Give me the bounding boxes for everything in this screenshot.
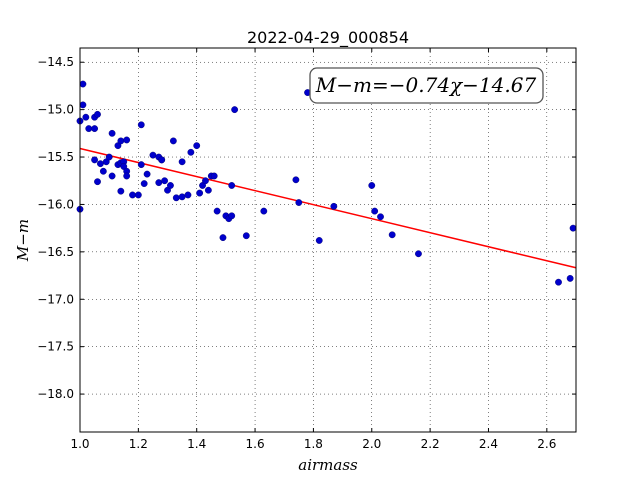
data-point (415, 250, 422, 258)
x-tick-label: 2.0 (362, 437, 381, 451)
grid-lines (79, 48, 576, 432)
data-point (242, 232, 250, 240)
fit-equation-text: M−m=−0.74χ−14.67 (315, 73, 537, 97)
data-point (94, 110, 101, 118)
data-point (117, 187, 125, 195)
data-point (187, 148, 195, 156)
data-point (377, 213, 384, 221)
data-point (231, 106, 239, 114)
x-tick-label: 1.4 (187, 437, 206, 451)
fit-line-group (79, 147, 577, 269)
data-point (108, 172, 116, 180)
data-point (123, 136, 131, 144)
data-point (155, 179, 163, 187)
y-tick-label: −18.0 (37, 387, 74, 401)
fit-line (79, 147, 577, 269)
data-point (196, 189, 204, 197)
data-point (117, 137, 125, 145)
data-point (105, 153, 113, 161)
plot-frame (79, 47, 577, 433)
data-point (202, 177, 209, 185)
data-point (228, 182, 236, 189)
x-tick-label: 1.8 (304, 437, 323, 451)
data-point (193, 142, 201, 150)
data-point (184, 191, 192, 199)
data-point (99, 167, 107, 175)
data-point (91, 156, 98, 164)
data-point (330, 202, 338, 210)
data-point (555, 278, 562, 286)
data-point (210, 172, 218, 180)
data-point (79, 101, 87, 109)
data-point (388, 231, 396, 239)
y-tick-label: −17.5 (37, 340, 74, 354)
x-tick-label: 1.6 (246, 437, 265, 451)
data-point (149, 151, 157, 159)
axis-ticks: 1.0 1.2 1.4 1.6 1.8 2.0 2.2 2.4 2.6 −14.5 −15.0 −15… (37, 48, 576, 451)
data-point (178, 193, 186, 201)
data-point (219, 234, 227, 242)
data-point (140, 180, 148, 187)
y-tick-label: −17.0 (37, 292, 74, 306)
data-point (161, 177, 169, 185)
plot-background (80, 48, 576, 432)
data-point (91, 125, 98, 132)
data-point (260, 207, 268, 215)
data-point (79, 80, 87, 88)
fit-equation-frame (309, 67, 544, 104)
x-tick-label: 2.6 (537, 437, 556, 451)
x-tick-label: 1.0 (70, 437, 89, 451)
data-point (172, 194, 180, 202)
data-point (94, 178, 101, 186)
data-point (167, 182, 174, 189)
data-point (228, 212, 236, 220)
data-point (368, 182, 376, 189)
data-point (158, 156, 166, 164)
data-point (566, 274, 574, 282)
data-point (97, 160, 104, 168)
x-axis-label: airmass (298, 456, 358, 474)
data-point (371, 207, 379, 215)
x-tick-label: 1.2 (129, 437, 148, 451)
data-point (108, 129, 116, 137)
data-point (143, 170, 151, 178)
data-point (315, 237, 323, 244)
x-tick-label: 2.2 (421, 437, 440, 451)
data-point (82, 113, 90, 121)
data-point (137, 121, 145, 129)
y-tick-label: −16.5 (37, 245, 74, 259)
data-point (137, 161, 145, 169)
y-tick-label: −15.5 (37, 150, 74, 164)
data-points (76, 80, 577, 286)
y-axis-label: M−m (14, 219, 32, 262)
data-point (134, 191, 142, 199)
data-point (85, 125, 93, 132)
data-point (204, 186, 212, 194)
data-point (292, 176, 300, 184)
y-tick-label: −14.5 (37, 55, 74, 69)
fit-equation-box: M−m=−0.74χ−14.67 (309, 67, 544, 104)
data-point (123, 172, 131, 180)
data-point (569, 224, 577, 232)
data-point (169, 137, 177, 145)
data-point (178, 158, 186, 166)
chart-title: 2022-04-29_000854 (247, 28, 409, 48)
data-point (295, 199, 303, 206)
data-point (213, 207, 221, 215)
data-point (129, 191, 136, 199)
x-tick-label: 2.4 (479, 437, 498, 451)
y-tick-label: −16.0 (37, 197, 74, 211)
y-tick-label: −15.0 (37, 103, 74, 117)
